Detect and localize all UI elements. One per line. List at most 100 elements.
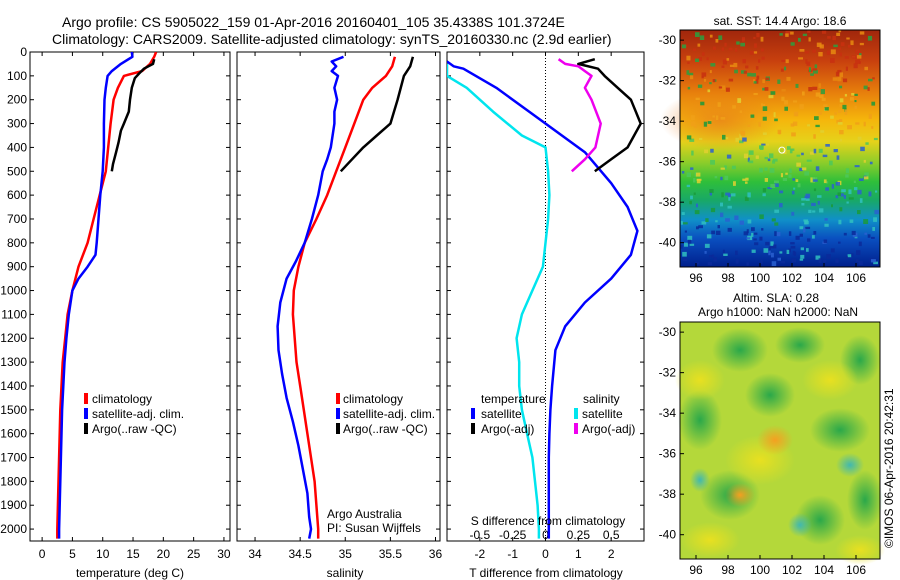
sst-speckle-cell — [813, 134, 816, 139]
sst-speckle-cell — [715, 220, 718, 223]
sst-speckle-cell — [801, 167, 807, 171]
sst-speckle-cell — [844, 94, 847, 97]
map-x-tick-label: 96 — [689, 271, 703, 285]
map-x-tick-label: 104 — [814, 563, 834, 577]
sst-speckle-cell — [760, 48, 764, 52]
sst-speckle-cell — [728, 197, 731, 201]
depth-tick-label: 700 — [7, 212, 27, 226]
sst-speckle-cell — [863, 85, 868, 90]
sst-speckle-cell — [755, 66, 759, 70]
sst-speckle-cell — [807, 238, 811, 242]
sst-speckle-cell — [824, 107, 829, 111]
legend-label-s-argo: Argo(-adj) — [582, 422, 635, 436]
sst-speckle-cell — [689, 200, 692, 205]
x-tick-label: -1 — [507, 547, 518, 561]
sst-speckle-cell — [705, 218, 709, 222]
sst-speckle-cell — [823, 179, 827, 184]
sst-speckle-cell — [765, 77, 770, 81]
sla-map-frame — [679, 321, 881, 560]
sst-speckle-cell — [875, 190, 878, 193]
sst-speckle-cell — [768, 95, 774, 99]
sst-speckle-cell — [767, 158, 771, 162]
sst-speckle-cell — [805, 59, 808, 64]
salinity-axis: 34 34.5 35 35.5 36 — [248, 52, 442, 561]
legend-label-climatology: climatology — [343, 392, 403, 406]
x-tick-label: 5 — [69, 547, 76, 561]
sst-speckle-cell — [867, 234, 871, 238]
series-line-argo-raw-qc- — [110, 58, 156, 172]
sst-speckle — [680, 30, 879, 266]
sst-speckle-cell — [820, 89, 825, 95]
sst-speckle-cell — [793, 100, 798, 103]
sst-speckle-cell — [859, 42, 864, 46]
sst-speckle-cell — [817, 195, 822, 198]
sst-speckle-cell — [697, 43, 701, 47]
sst-speckle-cell — [796, 162, 801, 167]
sst-speckle-cell — [854, 187, 858, 191]
sst-speckle-cell — [690, 121, 696, 127]
sst-speckle-cell — [868, 78, 873, 82]
sst-speckle-cell — [792, 250, 795, 256]
x-tick-label: -2 — [474, 547, 485, 561]
sst-speckle-cell — [837, 122, 843, 125]
sst-speckle-cell — [773, 244, 777, 249]
sst-speckle-cell — [684, 242, 688, 247]
legend-swatch-climatology — [336, 393, 340, 404]
sst-speckle-cell — [767, 187, 772, 190]
sst-speckle-cell — [821, 30, 827, 34]
sst-speckle-cell — [771, 218, 776, 222]
sst-speckle-cell — [681, 44, 687, 49]
sst-speckle-cell — [784, 106, 788, 111]
legend-swatch-t-argo — [471, 423, 475, 434]
sst-speckle-cell — [698, 57, 702, 61]
legend-label-satellite: satellite-adj. clim. — [92, 407, 184, 421]
sst-speckle-cell — [782, 178, 787, 181]
sst-speckle-cell — [808, 67, 811, 73]
sst-speckle-cell — [781, 59, 786, 62]
sst-speckle-cell — [729, 64, 734, 67]
sst-speckle-cell — [836, 155, 840, 160]
sst-speckle-cell — [694, 210, 700, 215]
sst-speckle-cell — [835, 195, 839, 199]
sst-speckle-cell — [799, 104, 804, 110]
sla-eddy — [712, 328, 768, 372]
sst-speckle-cell — [696, 226, 699, 230]
sst-speckle-cell — [836, 119, 841, 124]
sst-speckle-cell — [722, 134, 726, 140]
temperature-axis: 0 5 10 15 20 25 30 — [39, 52, 231, 561]
sst-speckle-cell — [816, 42, 822, 47]
x-tick-label: 0 — [39, 547, 46, 561]
sst-speckle-cell — [818, 148, 823, 153]
legend-label-t-satellite: satellite — [481, 407, 522, 421]
sst-speckle-cell — [725, 192, 730, 196]
sst-speckle-cell — [699, 137, 703, 140]
sst-speckle-cell — [751, 232, 754, 237]
depth-axis: 0 100 200 300 400 500 600 700 800 900 1000 1100 1200… — [0, 45, 644, 536]
depth-tick-label: 500 — [7, 164, 27, 178]
sst-speckle-cell — [711, 254, 715, 259]
sst-speckle-cell — [858, 178, 864, 181]
sst-speckle-cell — [687, 86, 691, 90]
salinity-legend: climatology satellite-adj. clim. Argo(..… — [327, 392, 435, 535]
legend-label-climatology: climatology — [92, 392, 152, 406]
sst-speckle-cell — [753, 51, 758, 54]
sst-speckle-cell — [865, 142, 869, 145]
sst-speckle-cell — [690, 195, 693, 200]
sst-speckle-cell — [693, 48, 696, 51]
depth-tick-label: 1500 — [0, 403, 27, 417]
sst-speckle-cell — [762, 132, 767, 135]
sst-speckle-cell — [871, 259, 876, 263]
map-y-tick-label: -30 — [659, 33, 677, 47]
sst-speckle-cell — [799, 258, 804, 261]
sst-speckle-cell — [703, 79, 707, 82]
sla-eddy — [678, 390, 722, 450]
sst-speckle-cell — [808, 209, 812, 213]
sst-speckle-cell — [774, 183, 779, 187]
legend-label-s-satellite: satellite — [582, 407, 623, 421]
sst-speckle-cell — [802, 33, 808, 37]
sst-speckle-cell — [832, 77, 838, 81]
sst-speckle-cell — [690, 115, 695, 120]
sst-speckle-cell — [694, 172, 697, 177]
sst-speckle-cell — [801, 198, 806, 201]
series-line-climatology — [291, 56, 397, 539]
